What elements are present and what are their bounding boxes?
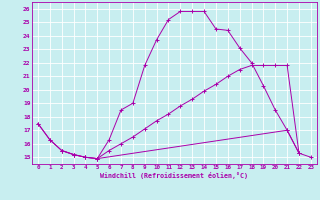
X-axis label: Windchill (Refroidissement éolien,°C): Windchill (Refroidissement éolien,°C): [100, 172, 248, 179]
